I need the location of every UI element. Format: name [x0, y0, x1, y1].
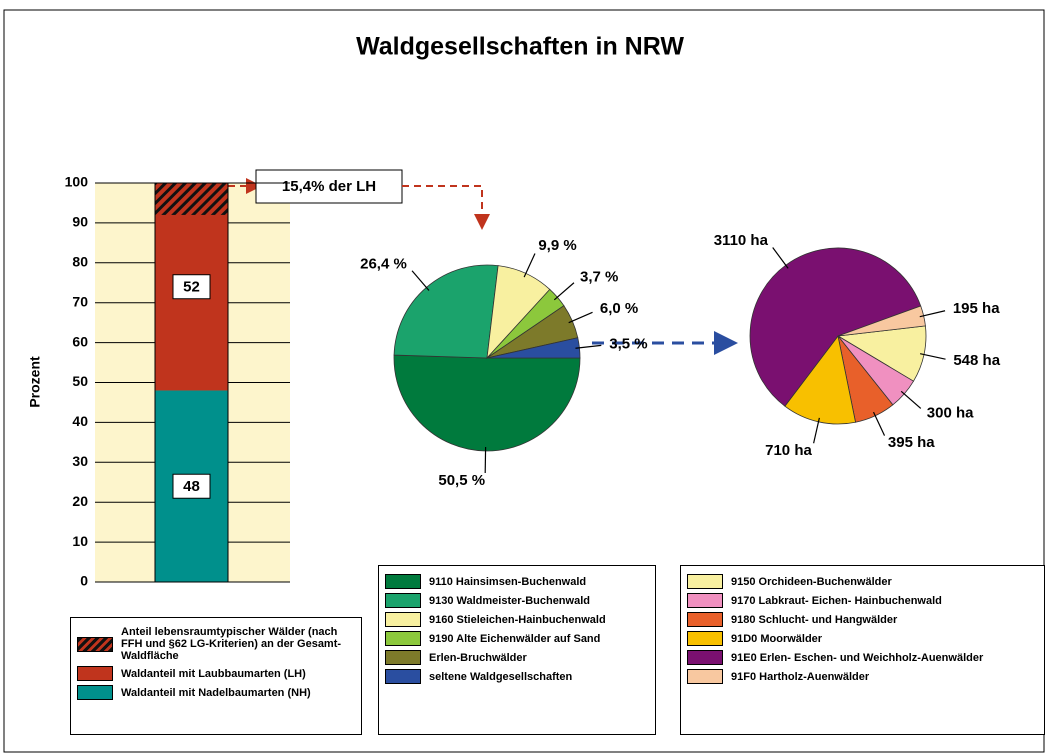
value-label: 3,7 %: [580, 269, 618, 286]
legend-item: 9180 Schlucht- und Hangwälder: [687, 612, 1038, 627]
legend-item: 9170 Labkraut- Eichen- Hainbuchenwald: [687, 593, 1038, 608]
leader-line: [919, 353, 946, 360]
legend-label: 9150 Orchideen-Buchenwälder: [731, 575, 892, 588]
legend-item: 9160 Stieleichen-Hainbuchenwald: [385, 612, 649, 627]
legend-swatch: [385, 669, 421, 684]
leader-line: [411, 270, 430, 291]
legend: 9150 Orchideen-Buchenwälder 9170 Labkraut…: [680, 565, 1045, 735]
legend-label: 9170 Labkraut- Eichen- Hainbuchenwald: [731, 594, 942, 607]
leader-line: [772, 247, 789, 269]
legend-label: 9180 Schlucht- und Hangwälder: [731, 613, 898, 626]
value-label: 26,4 %: [360, 256, 407, 273]
value-label: 395 ha: [888, 434, 935, 451]
legend-label: 9160 Stieleichen-Hainbuchenwald: [429, 613, 606, 626]
legend-swatch: [385, 574, 421, 589]
y-tick-label: 90: [72, 214, 88, 230]
legend-item: Anteil lebensraumtypischer Wälder (nach …: [77, 626, 355, 662]
legend-label: seltene Waldgesellschaften: [429, 670, 573, 683]
y-tick-label: 80: [72, 254, 88, 270]
leader-line: [523, 253, 536, 278]
chart-title: Waldgesellschaften in NRW: [356, 33, 684, 61]
legend: 9110 Hainsimsen-Buchenwald 9130 Waldmeist…: [378, 565, 656, 735]
legend-label: 91F0 Hartholz-Auenwälder: [731, 670, 870, 683]
annotation: 15,4% der LH: [282, 178, 376, 195]
leader-line: [900, 390, 922, 409]
value-label: 9,9 %: [538, 237, 576, 254]
value-label: 50,5 %: [438, 472, 485, 489]
legend-swatch: [385, 593, 421, 608]
value-label: 710 ha: [765, 442, 812, 459]
value-label: 548 ha: [953, 352, 1000, 369]
y-tick-label: 60: [72, 333, 88, 349]
y-tick-label: 0: [80, 573, 88, 589]
legend: Anteil lebensraumtypischer Wälder (nach …: [70, 617, 362, 735]
legend-swatch: [687, 650, 723, 665]
y-tick-label: 30: [72, 453, 88, 469]
value-label: 48: [183, 478, 200, 495]
legend-item: 9130 Waldmeister-Buchenwald: [385, 593, 649, 608]
legend-swatch: [385, 650, 421, 665]
y-tick-label: 50: [72, 373, 88, 389]
legend-item: Waldanteil mit Laubbaumarten (LH): [77, 666, 355, 681]
legend-swatch: [687, 612, 723, 627]
legend-label: 91E0 Erlen- Eschen- und Weichholz-Auenwä…: [731, 651, 984, 664]
legend-item: 91D0 Moorwälder: [687, 631, 1038, 646]
pie-slice: [393, 264, 499, 359]
value-label: 6,0 %: [600, 300, 638, 317]
legend-item: 9190 Alte Eichenwälder auf Sand: [385, 631, 649, 646]
bar-outline: [154, 182, 229, 583]
legend-label: 9110 Hainsimsen-Buchenwald: [429, 575, 587, 588]
value-label-box: [172, 274, 211, 300]
legend-item: Erlen-Bruchwälder: [385, 650, 649, 665]
leader-line: [553, 282, 575, 301]
legend-label: 91D0 Moorwälder: [731, 632, 823, 645]
legend-swatch: [687, 574, 723, 589]
legend-label: 9190 Alte Eichenwälder auf Sand: [429, 632, 601, 645]
legend-swatch: [77, 636, 113, 652]
y-tick-label: 100: [65, 174, 89, 190]
frame: [3, 9, 1045, 753]
y-tick-label: 20: [72, 493, 88, 509]
value-label-box: [172, 473, 211, 499]
legend-swatch: [385, 612, 421, 627]
bar-segment: [155, 183, 228, 215]
legend-label: Erlen-Bruchwälder: [429, 651, 527, 664]
legend-swatch: [687, 669, 723, 684]
y-tick-label: 70: [72, 293, 88, 309]
legend-item: 91F0 Hartholz-Auenwälder: [687, 669, 1038, 684]
value-label: 195 ha: [953, 300, 1000, 317]
legend-swatch: [687, 593, 723, 608]
value-label: 3,5 %: [609, 335, 647, 352]
value-label: 52: [183, 279, 200, 296]
legend-swatch: [77, 685, 113, 700]
legend-item: Waldanteil mit Nadelbaumarten (NH): [77, 685, 355, 700]
leader-line: [813, 417, 820, 444]
pie-slice: [393, 354, 581, 452]
legend-swatch: [385, 631, 421, 646]
legend-item: seltene Waldgesellschaften: [385, 669, 649, 684]
leader-line: [568, 311, 593, 324]
leader-line: [575, 344, 602, 349]
legend-item: 9110 Hainsimsen-Buchenwald: [385, 574, 649, 589]
value-label: 3110 ha: [714, 232, 769, 249]
legend-item: 9150 Orchideen-Buchenwälder: [687, 574, 1038, 589]
legend-label: Waldanteil mit Laubbaumarten (LH): [121, 667, 306, 680]
legend-label: 9130 Waldmeister-Buchenwald: [429, 594, 590, 607]
legend-label: Anteil lebensraumtypischer Wälder (nach …: [121, 626, 342, 662]
legend-swatch: [77, 666, 113, 681]
y-tick-label: 40: [72, 413, 88, 429]
arrow: [402, 185, 490, 230]
legend-item: 91E0 Erlen- Eschen- und Weichholz-Auenwä…: [687, 650, 1038, 665]
y-axis-label: Prozent: [27, 356, 43, 408]
legend-label: Waldanteil mit Nadelbaumarten (NH): [121, 686, 311, 699]
leader-line: [872, 411, 886, 436]
leader-line: [919, 310, 946, 318]
legend-swatch: [687, 631, 723, 646]
value-label: 300 ha: [927, 405, 974, 422]
y-tick-label: 10: [72, 533, 88, 549]
